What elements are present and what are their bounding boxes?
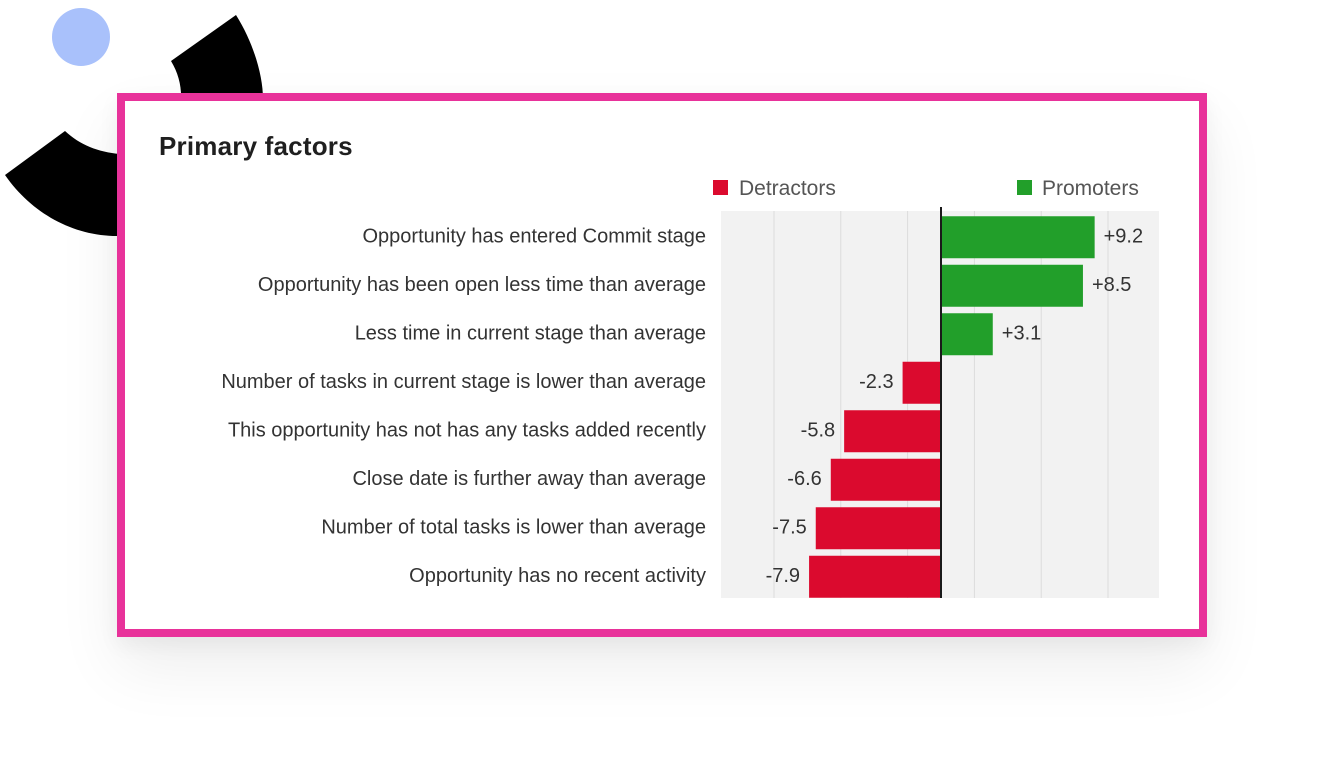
value-label: -6.6 — [787, 468, 821, 490]
bar — [815, 507, 941, 550]
category-label: Opportunity has no recent activity — [409, 565, 706, 587]
bar — [941, 264, 1083, 307]
value-label: -5.8 — [801, 419, 835, 441]
legend-label-detractors: Detractors — [739, 177, 836, 200]
category-label: Close date is further away than average — [352, 468, 706, 490]
value-label: -2.3 — [859, 371, 893, 393]
card-title: Primary factors — [159, 131, 353, 161]
primary-factors-chart: Detractors Promoters Opportunity has enter… — [221, 177, 1159, 598]
primary-factors-card: Primary factors Detractors Promoters Oppor… — [117, 93, 1207, 637]
bar — [830, 458, 941, 501]
category-label: Number of tasks in current stage is lowe… — [221, 371, 706, 393]
legend-swatch-promoters — [1017, 180, 1032, 195]
bar — [902, 361, 941, 404]
bar — [941, 313, 993, 356]
value-label: +3.1 — [1002, 322, 1041, 344]
category-label: Number of total tasks is lower than aver… — [321, 516, 706, 538]
decorative-black-arc-top — [171, 15, 263, 110]
bar — [809, 555, 941, 598]
decorative-black-arc-left — [5, 131, 120, 237]
category-label: This opportunity has not has any tasks a… — [228, 419, 706, 441]
value-label: -7.9 — [766, 565, 800, 587]
category-label: Opportunity has been open less time than… — [258, 274, 706, 296]
legend-swatch-detractors — [713, 180, 728, 195]
value-label: -7.5 — [772, 516, 806, 538]
decorative-blue-dot — [52, 8, 110, 66]
bar — [844, 410, 941, 453]
category-label: Less time in current stage than average — [355, 322, 706, 344]
bar — [941, 216, 1095, 259]
category-label: Opportunity has entered Commit stage — [362, 225, 706, 247]
value-label: +8.5 — [1092, 274, 1131, 296]
value-label: +9.2 — [1104, 225, 1143, 247]
legend-label-promoters: Promoters — [1042, 177, 1139, 200]
